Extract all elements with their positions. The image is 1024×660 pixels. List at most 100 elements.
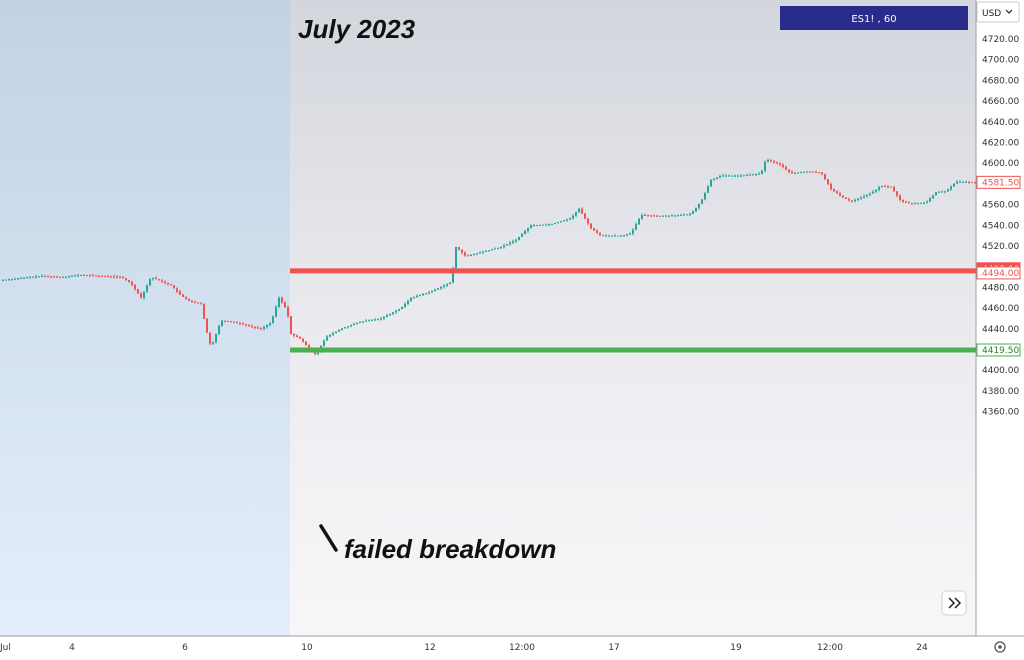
candle-body	[293, 333, 295, 336]
x-tick-label: 12:00	[817, 643, 843, 653]
candle-body	[434, 289, 436, 292]
candle-body	[26, 277, 28, 279]
candle-body	[200, 303, 202, 305]
y-tick-label: 4460.00	[982, 304, 1019, 314]
candle-body	[656, 215, 658, 217]
candle-body	[449, 282, 451, 285]
candle-body	[143, 291, 145, 298]
candle-body	[14, 278, 16, 280]
candle-body	[407, 300, 409, 304]
y-tick-label: 4560.00	[982, 201, 1019, 211]
candle-body	[446, 284, 448, 286]
candle-body	[8, 279, 10, 281]
candle-body	[614, 235, 616, 237]
candle-body	[617, 235, 619, 237]
candle-body	[221, 320, 223, 326]
candle-body	[194, 302, 196, 304]
candle-body	[602, 234, 604, 236]
candle-body	[56, 276, 58, 278]
candle-body	[593, 228, 595, 231]
candle-body	[365, 320, 367, 322]
symbol-label: ES1! , 60	[851, 14, 896, 25]
candle-body	[113, 276, 115, 278]
candle-body	[482, 251, 484, 253]
candle-body	[815, 171, 817, 173]
candle-body	[305, 341, 307, 346]
candle-body	[11, 279, 13, 281]
chart-title: July 2023	[298, 14, 416, 44]
y-tick-label: 4520.00	[982, 242, 1019, 252]
settings-icon[interactable]	[994, 641, 1006, 653]
candle-body	[959, 181, 961, 183]
candle-body	[179, 291, 181, 295]
candle-body	[98, 275, 100, 277]
currency-dropdown[interactable]	[976, 1, 1020, 23]
candle-body	[281, 297, 283, 303]
candle-body	[914, 203, 916, 205]
candle-body	[107, 276, 109, 278]
candle-body	[59, 276, 61, 278]
candle-body	[554, 223, 556, 225]
candle-body	[887, 186, 889, 188]
candle-body	[638, 218, 640, 225]
candle-body	[470, 254, 472, 256]
candle-body	[707, 186, 709, 193]
candle-body	[686, 214, 688, 216]
candle-body	[896, 191, 898, 196]
candle-body	[806, 171, 808, 173]
candle-body	[455, 247, 457, 269]
candle-body	[272, 316, 274, 324]
candle-body	[404, 303, 406, 308]
candle-body	[692, 211, 694, 215]
candle-body	[572, 215, 574, 219]
x-tick-label: Jul	[0, 643, 11, 653]
candle-body	[755, 174, 757, 176]
candle-body	[749, 174, 751, 176]
candle-body	[647, 215, 649, 217]
candle-body	[383, 316, 385, 319]
candle-body	[938, 191, 940, 193]
candle-body	[125, 278, 127, 281]
candle-body	[920, 202, 922, 204]
candle-body	[767, 159, 769, 162]
candle-body	[77, 275, 79, 277]
candle-body	[254, 326, 256, 328]
candle-body	[944, 191, 946, 193]
candle-body	[833, 189, 835, 192]
candle-body	[827, 179, 829, 185]
candle-body	[542, 224, 544, 226]
candle-body	[332, 333, 334, 335]
candle-body	[140, 293, 142, 298]
candle-body	[908, 202, 910, 204]
candle-body	[227, 320, 229, 322]
candle-body	[632, 229, 634, 234]
candle-body	[872, 191, 874, 194]
candle-body	[266, 325, 268, 327]
price-axis-background	[976, 0, 1024, 660]
candle-body	[845, 197, 847, 199]
candle-body	[149, 279, 151, 286]
symbol-badge[interactable]	[780, 6, 968, 30]
candle-body	[248, 325, 250, 327]
candle-body	[965, 181, 967, 183]
candle-body	[122, 276, 124, 279]
candle-body	[464, 252, 466, 256]
candle-body	[317, 351, 319, 355]
candle-body	[362, 321, 364, 323]
candle-body	[560, 221, 562, 223]
y-tick-label: 4700.00	[982, 56, 1019, 66]
candle-body	[386, 315, 388, 317]
candle-body	[626, 234, 628, 236]
candle-body	[230, 321, 232, 323]
candle-body	[770, 159, 772, 162]
currency-label: USD	[982, 9, 1001, 19]
candle-body	[956, 181, 958, 184]
candle-body	[758, 173, 760, 175]
candle-body	[893, 187, 895, 192]
y-tick-label: 4600.00	[982, 159, 1019, 169]
candle-body	[680, 214, 682, 216]
candle-body	[80, 274, 82, 276]
candle-body	[953, 183, 955, 187]
candle-body	[941, 191, 943, 193]
